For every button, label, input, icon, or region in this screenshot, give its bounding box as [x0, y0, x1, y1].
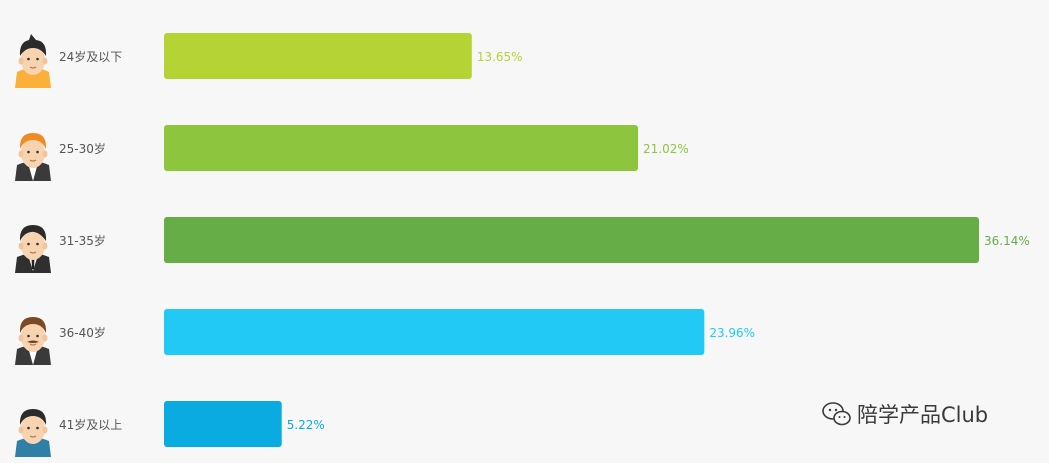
value-label: 23.96%: [709, 326, 755, 340]
boy-avatar-icon: [15, 34, 51, 88]
value-label: 21.02%: [643, 142, 689, 156]
wechat-icon: [822, 402, 851, 426]
bar: [164, 125, 639, 171]
mustache-man-avatar-icon: [15, 317, 51, 365]
young-man-avatar-icon: [15, 133, 51, 181]
bar: [164, 217, 979, 263]
businessman-avatar-icon: [15, 225, 51, 273]
bar: [164, 33, 472, 79]
category-label: 24岁及以下: [59, 49, 122, 64]
category-label: 25-30岁: [59, 141, 106, 156]
bar: [164, 309, 705, 355]
value-label: 36.14%: [984, 234, 1030, 248]
bar: [164, 401, 282, 447]
value-label: 5.22%: [287, 418, 325, 432]
category-label: 31-35岁: [59, 233, 106, 248]
watermark: 陪学产品Club: [822, 402, 988, 427]
value-label: 13.65%: [477, 50, 523, 64]
category-label: 36-40岁: [59, 325, 106, 340]
category-label: 41岁及以上: [59, 417, 122, 432]
man-avatar-icon: [15, 409, 51, 457]
watermark-text: 陪学产品Club: [857, 403, 988, 427]
bars-layer: 24岁及以下 13.65% 25-30岁 21.02% 31-35岁 36.14% 36-4…: [59, 33, 1030, 447]
